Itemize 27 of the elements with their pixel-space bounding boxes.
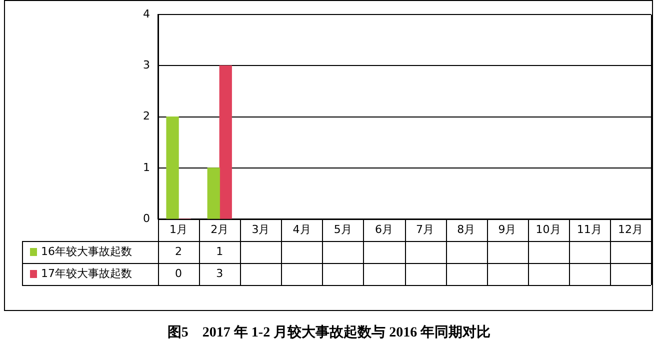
bar	[166, 116, 179, 219]
legend-label: 16年较大事故起数	[41, 244, 132, 258]
y-tick-label: 0	[143, 212, 150, 225]
text: 图5 2017 年 1-2 月较大事故起数与 2016 年同期对比	[167, 324, 491, 341]
x-tick-label: 10月	[536, 222, 561, 236]
x-tick-label: 12月	[618, 222, 643, 236]
x-tick-label: 8月	[457, 222, 476, 236]
legend-label: 17年较大事故起数	[41, 266, 132, 280]
x-tick-label: 2月	[210, 222, 229, 236]
y-tick-label: 3	[143, 58, 150, 72]
data-label: 0	[175, 266, 182, 280]
x-tick-label: 3月	[252, 222, 270, 236]
x-tick-label: 4月	[292, 222, 311, 236]
data-label: 2	[175, 244, 182, 258]
y-tick-label: 4	[143, 7, 150, 20]
data-label: 1	[216, 244, 224, 258]
x-tick-label: 7月	[416, 222, 434, 236]
x-tick-label: 9月	[498, 222, 516, 236]
x-tick-label: 5月	[334, 222, 352, 236]
x-tick-label: 6月	[374, 222, 393, 236]
x-tick-label: 11月	[576, 222, 602, 236]
y-tick-label: 1	[143, 160, 150, 174]
data-label: 3	[216, 266, 224, 280]
bar	[207, 168, 220, 219]
bar	[219, 65, 232, 219]
y-tick-label: 2	[143, 110, 150, 123]
x-tick-label: 1月	[170, 222, 188, 236]
